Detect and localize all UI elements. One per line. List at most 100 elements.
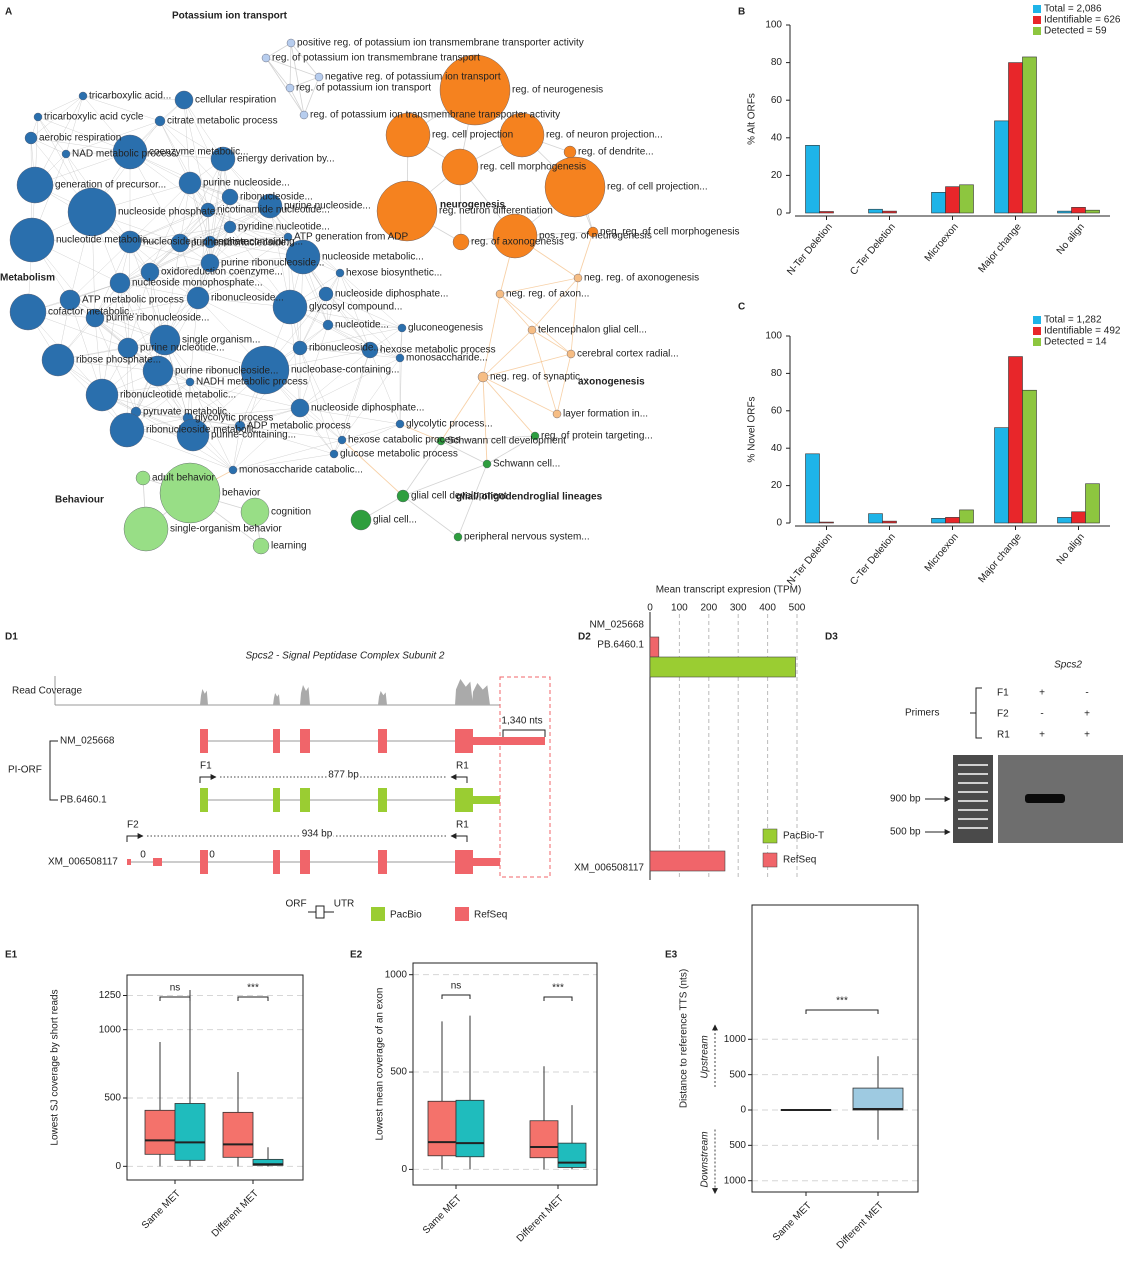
- x-tick-label: Same MET: [421, 1193, 464, 1236]
- node-label: aerobic respiration: [39, 133, 121, 144]
- gel-ladder: [953, 755, 993, 843]
- x-tick-label: C-Ter Deletion: [848, 222, 898, 278]
- coverage-peak: [455, 679, 473, 705]
- network-edge: [127, 271, 151, 349]
- panel-letter: D1: [5, 632, 18, 643]
- network-edge: [129, 196, 231, 243]
- network-edge: [299, 407, 335, 455]
- y-tick-label: 500: [390, 1067, 407, 1078]
- x-axis-title: Mean transcript expresion (TPM): [656, 585, 802, 596]
- bar: [931, 192, 946, 214]
- network-node: [395, 353, 405, 363]
- network-edge: [239, 425, 343, 441]
- node-label: hexose metabolic process: [380, 345, 496, 356]
- network-edge: [57, 339, 166, 361]
- node-label: tricarboxylic acid...: [89, 91, 171, 102]
- network-edge: [183, 99, 191, 184]
- node-label: single-organism behavior: [170, 524, 282, 535]
- significance-bracket: [441, 994, 471, 999]
- panel-letter: E1: [5, 950, 18, 961]
- node-label: nucleoside metabolic...: [322, 252, 424, 263]
- plot-frame: [751, 904, 919, 1193]
- network-edge: [197, 297, 301, 349]
- primer-cell: +: [1084, 730, 1090, 741]
- node-label: glycosyl compound...: [309, 302, 402, 313]
- y-tick-label: 1000: [724, 1175, 747, 1186]
- network-node: [587, 226, 599, 238]
- node-label: reg. of dendrite...: [578, 147, 654, 158]
- exon: [300, 850, 310, 874]
- network-edge: [290, 42, 305, 116]
- network-edge: [101, 282, 121, 396]
- network-edge: [189, 381, 241, 427]
- legend-label: Total = 2,086: [1044, 4, 1102, 15]
- x-tick-label: N-Ter Deletion: [785, 222, 835, 278]
- node-label: ATP generation from ADP: [294, 232, 408, 243]
- primer-cell: R1: [997, 730, 1010, 741]
- network-node: [376, 180, 438, 242]
- cluster-label: Metabolism: [0, 273, 55, 284]
- network-edge: [94, 317, 137, 413]
- network-edge: [341, 439, 404, 497]
- network-node: [452, 233, 470, 251]
- network-edge: [325, 293, 403, 329]
- bar: [1085, 209, 1100, 214]
- network-node: [350, 509, 372, 531]
- primer-label: R1: [456, 761, 469, 772]
- exon: [200, 788, 208, 812]
- cluster-label: Potassium ion transport: [172, 11, 288, 22]
- exon: [455, 729, 473, 753]
- network-node: [9, 217, 55, 263]
- network-node: [290, 398, 310, 418]
- legend-label: PacBio-T: [783, 831, 824, 842]
- network-node: [283, 232, 293, 242]
- panel-letter: A: [5, 7, 12, 18]
- x-tick-label: Different MET: [835, 1200, 886, 1251]
- node-label: reg. of neuron projection...: [546, 130, 663, 141]
- coverage-peak: [273, 693, 280, 705]
- utr-region: [499, 676, 551, 878]
- node-label: nucleoside triphosphate...: [143, 237, 257, 248]
- y-tick-label: 500: [729, 1140, 746, 1151]
- network-node: [203, 235, 217, 249]
- bar: [1071, 207, 1086, 214]
- network-edge: [94, 271, 151, 319]
- bar: [819, 211, 834, 214]
- network-edge: [239, 425, 335, 455]
- cluster-label: neurogenesis: [440, 200, 505, 211]
- network-node: [566, 349, 576, 359]
- node-label: reg. of axonogenesis: [471, 237, 564, 248]
- bar: [868, 513, 883, 524]
- network-edge: [30, 137, 67, 155]
- y-tick-label: 500: [729, 1069, 746, 1080]
- x-tick-label: Same MET: [771, 1200, 814, 1243]
- utr: [473, 796, 500, 804]
- legend-swatch: [762, 852, 778, 868]
- node-label: gluconeogenesis: [408, 323, 483, 334]
- legend-swatch: [762, 828, 778, 844]
- plot-frame: [412, 962, 598, 1186]
- marker-label: 900 bp: [890, 794, 921, 805]
- node-label: nucleotide metabolic...: [56, 235, 156, 246]
- primer-forward: [199, 774, 217, 783]
- bar: [819, 521, 834, 524]
- network-edge: [127, 241, 131, 349]
- network-edge: [341, 423, 401, 441]
- legend-swatch: [1033, 5, 1041, 13]
- x-tick-label: Different MET: [210, 1188, 261, 1239]
- panel-letter: C: [738, 302, 745, 313]
- network-node: [228, 465, 238, 475]
- box: [252, 1158, 284, 1166]
- network-edge: [341, 357, 401, 441]
- x-tick-label: No align: [1055, 532, 1087, 567]
- network-edge: [207, 209, 304, 258]
- exon: [273, 788, 280, 812]
- network-edge: [269, 205, 341, 274]
- node-label: ATP metabolic process: [82, 295, 184, 306]
- network-node: [142, 355, 174, 387]
- network-edge: [289, 306, 403, 329]
- network-edge: [127, 347, 137, 413]
- network-edge: [197, 196, 231, 299]
- network-edge: [440, 376, 484, 442]
